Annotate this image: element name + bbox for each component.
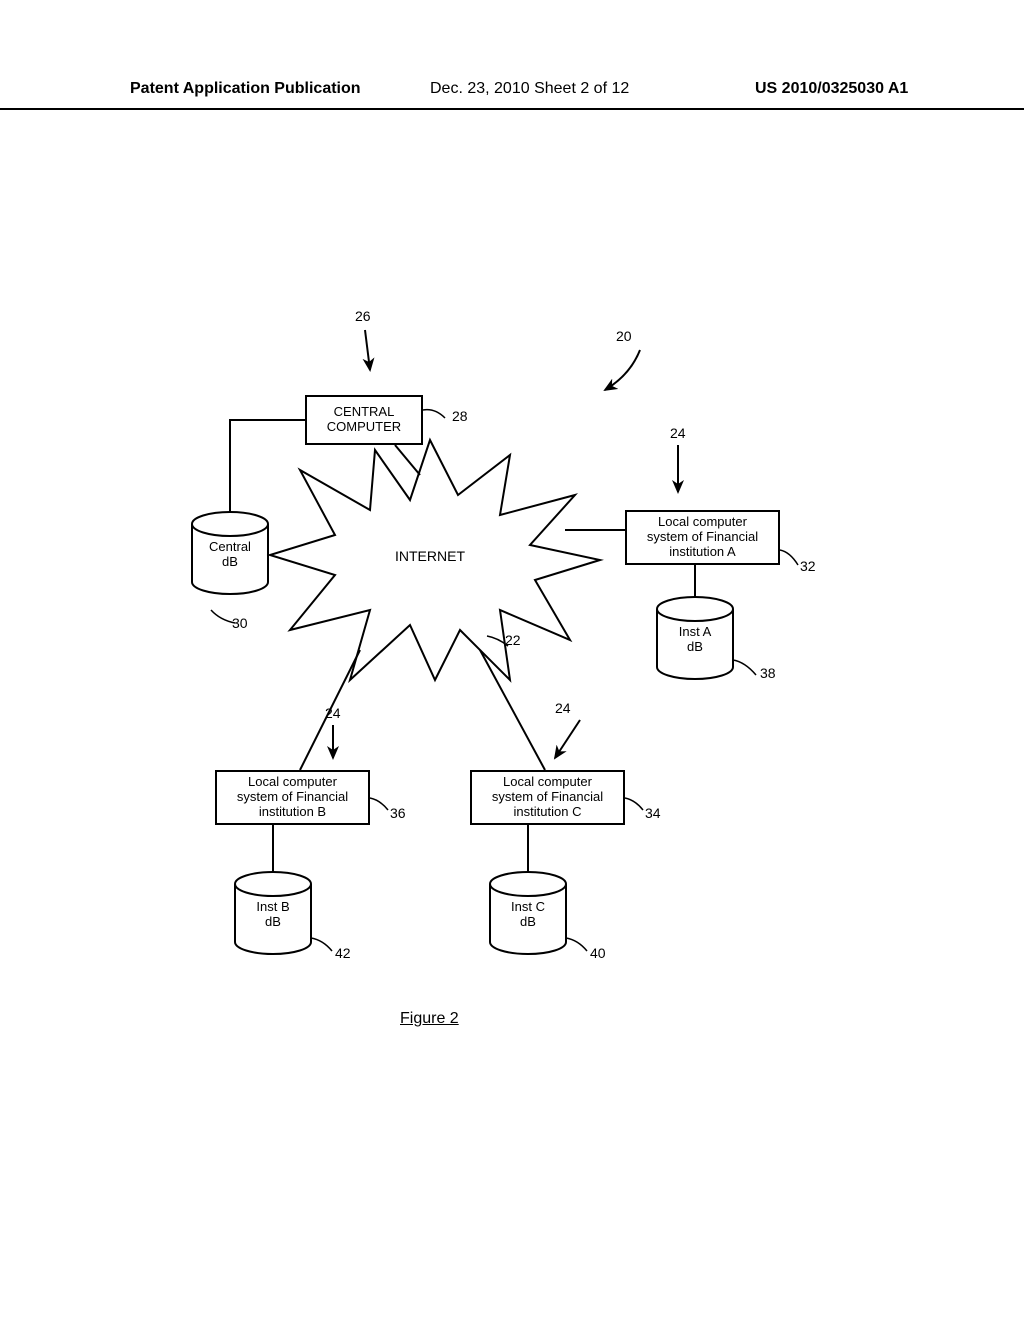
inst-b-box: Local computersystem of Financialinstitu…	[215, 770, 370, 825]
arrow-ref-24-c	[555, 720, 580, 758]
inst-a-label: Local computersystem of Financialinstitu…	[647, 515, 758, 560]
ref-20: 20	[616, 328, 632, 344]
edge-internet-instc	[480, 650, 545, 770]
internet-label: INTERNET	[395, 548, 465, 564]
figure-caption: Figure 2	[400, 1010, 459, 1028]
leader-34	[625, 798, 643, 810]
edge-central-internet	[395, 445, 420, 475]
inst-b-db-label: Inst BdB	[238, 900, 308, 930]
network-diagram	[0, 0, 1024, 1320]
arrow-ref-20	[605, 350, 640, 390]
central-computer-label: CENTRALCOMPUTER	[327, 405, 401, 435]
inst-c-db-label: Inst CdB	[493, 900, 563, 930]
ref-40: 40	[590, 945, 606, 961]
inst-c-box: Local computersystem of Financialinstitu…	[470, 770, 625, 825]
leader-42	[311, 938, 332, 951]
leader-36	[370, 798, 388, 810]
ref-32: 32	[800, 558, 816, 574]
page-root: Patent Application Publication Dec. 23, …	[0, 0, 1024, 1320]
ref-26: 26	[355, 308, 371, 324]
inst-a-db-label: Inst AdB	[660, 625, 730, 655]
ref-30: 30	[232, 615, 248, 631]
edge-central-centraldb	[230, 420, 305, 520]
central-db-label: CentraldB	[195, 540, 265, 570]
leader-40	[566, 938, 587, 951]
leader-38	[733, 660, 756, 675]
ref-42: 42	[335, 945, 351, 961]
leader-32	[780, 550, 798, 565]
ref-34: 34	[645, 805, 661, 821]
inst-b-label: Local computersystem of Financialinstitu…	[237, 775, 348, 820]
ref-24-c: 24	[555, 700, 571, 716]
arrow-ref-26	[365, 330, 370, 370]
inst-a-box: Local computersystem of Financialinstitu…	[625, 510, 780, 565]
ref-36: 36	[390, 805, 406, 821]
inst-c-label: Local computersystem of Financialinstitu…	[492, 775, 603, 820]
central-computer-box: CENTRALCOMPUTER	[305, 395, 423, 445]
ref-24-b: 24	[325, 705, 341, 721]
ref-24-a: 24	[670, 425, 686, 441]
ref-22: 22	[505, 632, 521, 648]
ref-28: 28	[452, 408, 468, 424]
ref-38: 38	[760, 665, 776, 681]
leader-28	[423, 410, 445, 418]
